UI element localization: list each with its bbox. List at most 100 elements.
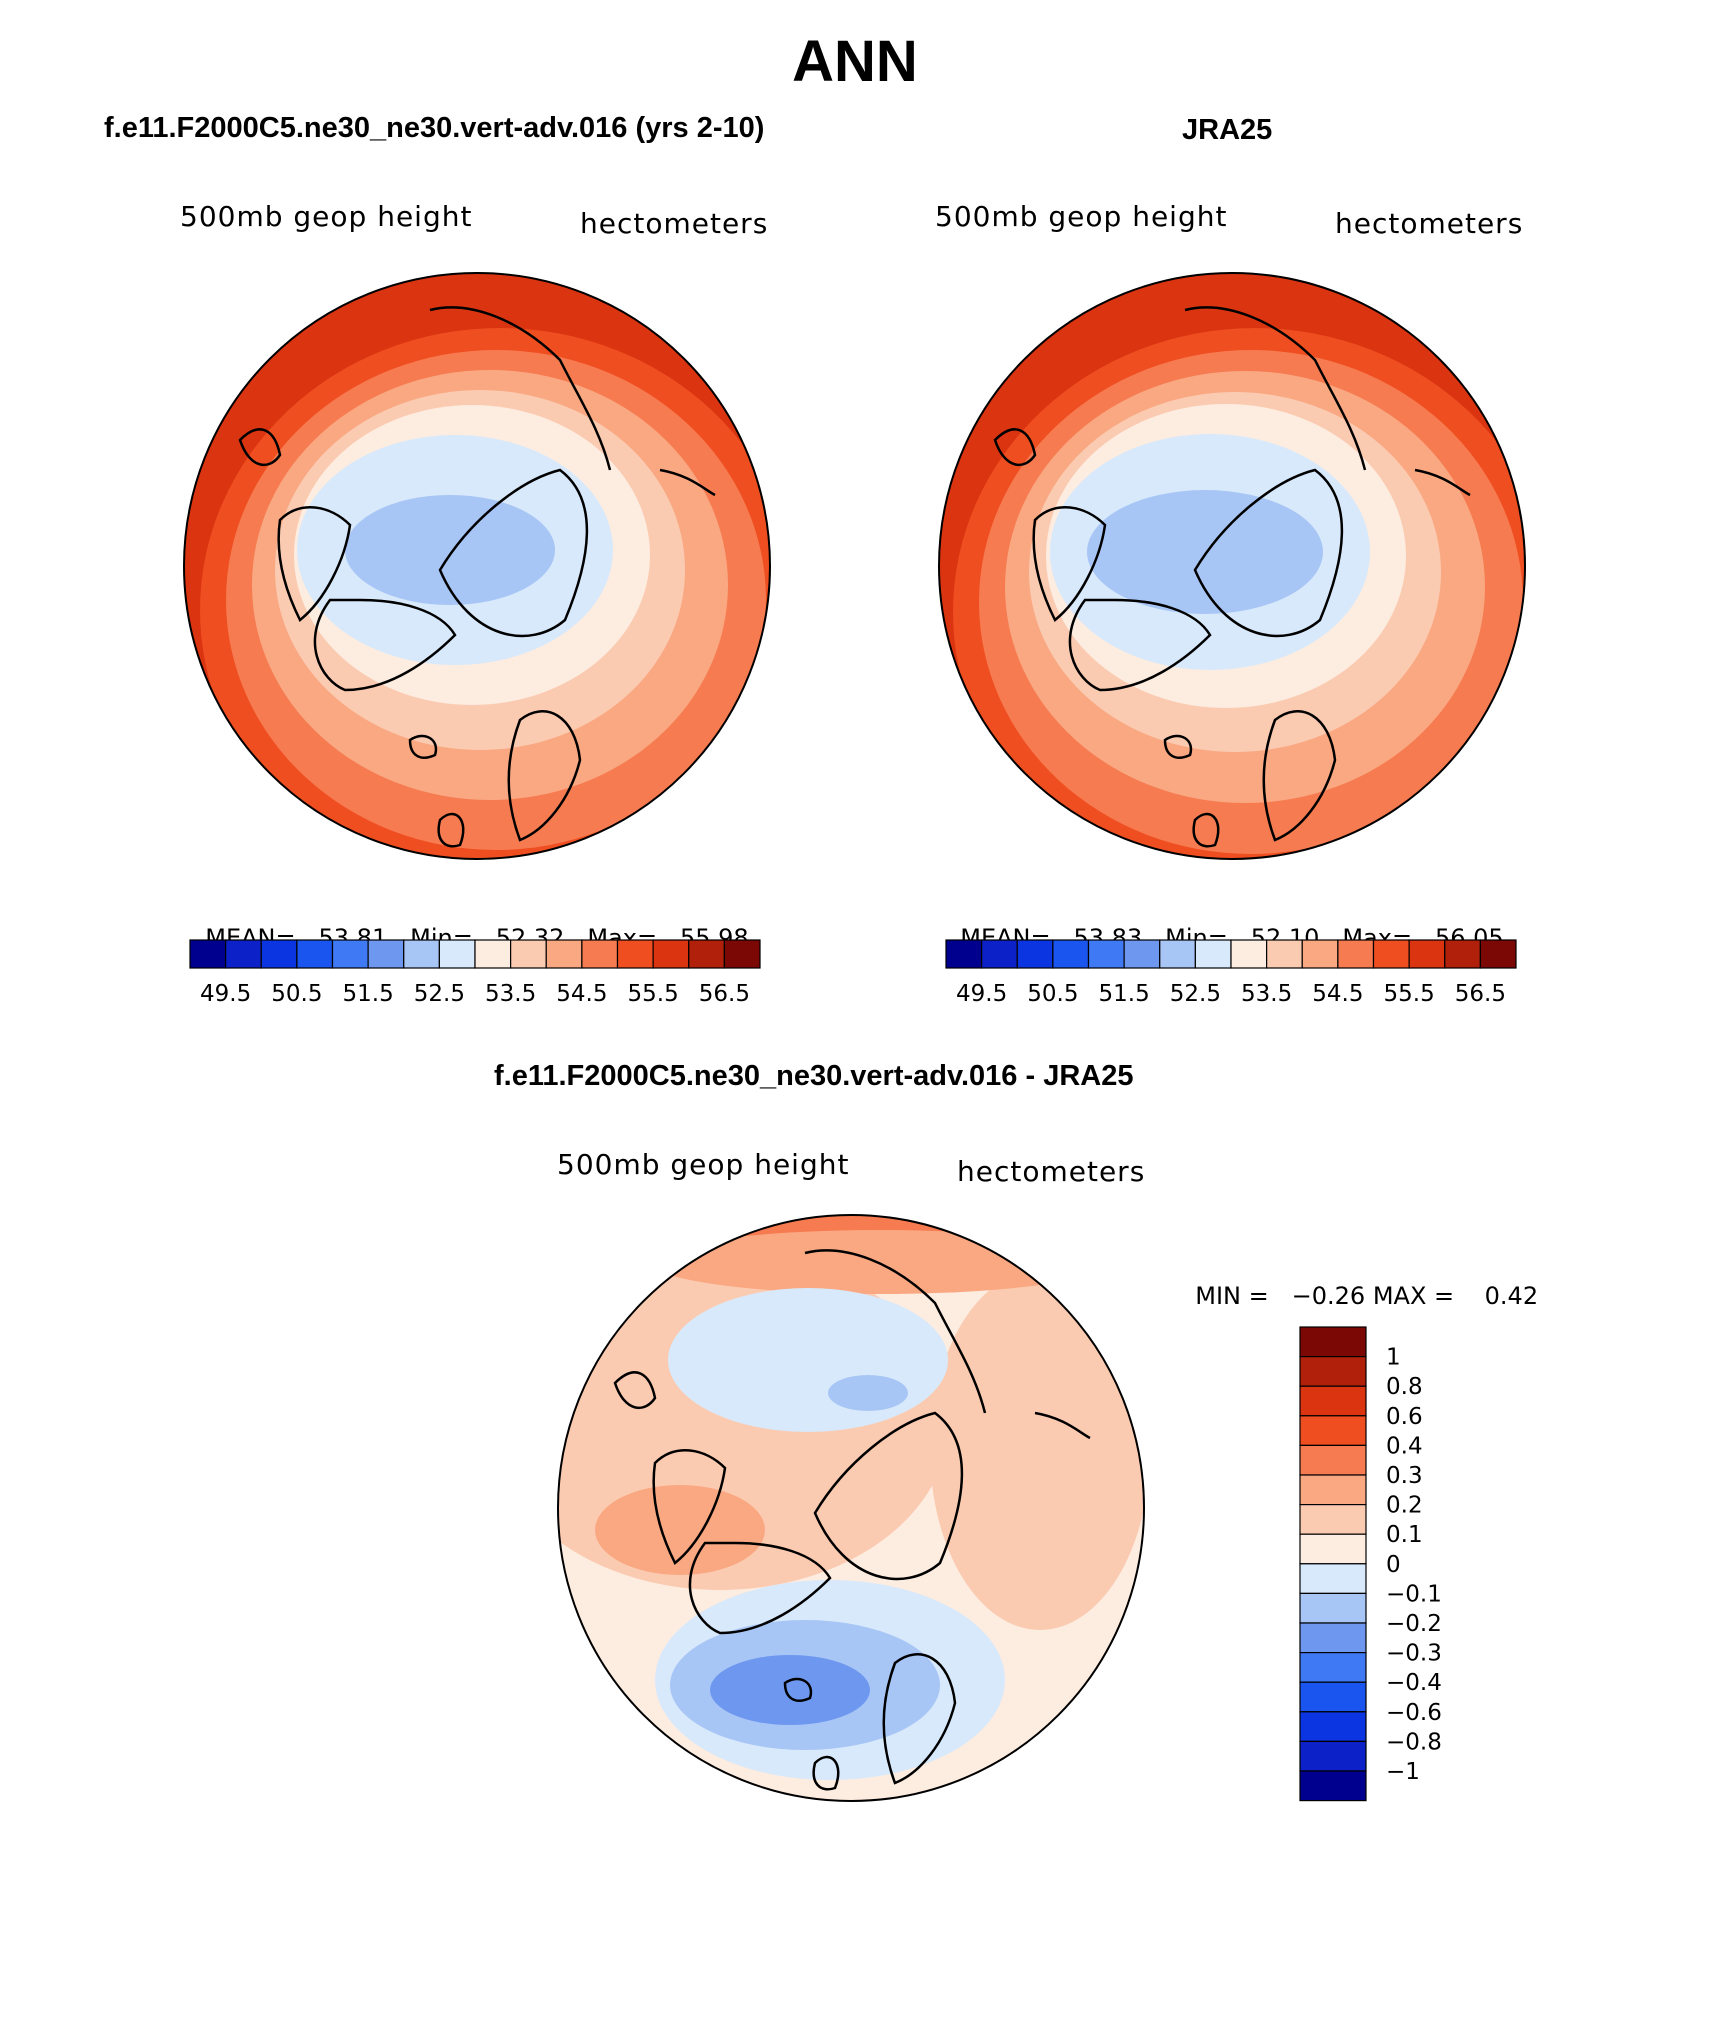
diff-colorbar-tick-label: 0.6: [1386, 1404, 1423, 1430]
diff-colorbar-tick-label: 0.4: [1386, 1433, 1423, 1459]
model-colorbar: 49.5 50.5 51.5 52.5 53.5 54.5 55.5 56.5: [189, 939, 761, 1007]
model-colorbar-box: [296, 939, 334, 969]
diff-map-border: [557, 1214, 1145, 1802]
model-colorbar-box: [616, 939, 654, 969]
diff-max-label: MAX =: [1372, 1282, 1455, 1310]
obs-colorbar-box: [1337, 939, 1375, 969]
diff-colorbar-box: [1299, 1533, 1367, 1565]
diff-colorbar-tick-label: 0.1: [1386, 1522, 1423, 1548]
model-colorbar-box: [510, 939, 547, 969]
model-panel-heading: f.e11.F2000C5.ne30_ne30.vert-adv.016 (yr…: [104, 112, 765, 144]
obs-colorbar-box: [1230, 939, 1268, 969]
diff-colorbar-box: [1299, 1355, 1367, 1387]
diff-colorbar-tick-label: −0.8: [1386, 1729, 1442, 1755]
model-colorbar-box: [367, 939, 405, 969]
obs-map-border: [938, 272, 1526, 860]
obs-colorbar: 49.5 50.5 51.5 52.5 53.5 54.5 55.5 56.5: [945, 939, 1517, 1007]
model-colorbar-box: [189, 939, 227, 969]
model-colorbar-box: [438, 939, 476, 969]
diff-colorbar-box: [1299, 1711, 1367, 1743]
model-colorbar-box: [403, 939, 440, 969]
diff-colorbar-box: [1299, 1770, 1367, 1802]
diff-colorbar-box: [1299, 1444, 1367, 1476]
diff-colorbar-tick-label: 1: [1386, 1345, 1401, 1371]
model-colorbar-tick-label: 54.5: [556, 981, 607, 1007]
diff-colorbar-box: [1299, 1385, 1367, 1417]
diff-variable-label: 500mb geop height: [557, 1148, 850, 1181]
model-colorbar-tick-label: 49.5: [200, 981, 251, 1007]
model-colorbar-box: [331, 939, 369, 969]
model-variable-label: 500mb geop height: [180, 200, 473, 233]
model-colorbar-box: [474, 939, 512, 969]
obs-units-label: hectometers: [1335, 207, 1524, 240]
obs-colorbar-tick-label: 54.5: [1312, 981, 1363, 1007]
obs-colorbar-tick-label: 55.5: [1384, 981, 1435, 1007]
diff-colorbar: 1 0.8 0.6 0.4 0.3 0.2 0.1 0 −0.1 −0.2 −0.3 −0.4 −0.6…: [1299, 1326, 1442, 1802]
model-colorbar-tick-label: 56.5: [699, 981, 750, 1007]
diff-panel-heading: f.e11.F2000C5.ne30_ne30.vert-adv.016 - J…: [494, 1060, 1134, 1092]
obs-colorbar-tick-label: 50.5: [1027, 981, 1078, 1007]
model-colorbar-tick-label: 53.5: [485, 981, 536, 1007]
obs-colorbar-tick-label: 51.5: [1099, 981, 1150, 1007]
model-colorbar-box: [545, 939, 583, 969]
obs-colorbar-box: [1444, 939, 1481, 969]
obs-colorbar-box: [1016, 939, 1054, 969]
diff-colorbar-box: [1299, 1592, 1367, 1624]
obs-colorbar-tick-label: 56.5: [1455, 981, 1506, 1007]
model-colorbar-box: [260, 939, 298, 969]
diff-max-value: 0.42: [1484, 1282, 1539, 1310]
diff-colorbar-box: [1299, 1503, 1367, 1535]
model-colorbar-box: [581, 939, 619, 969]
obs-colorbar-box: [1159, 939, 1196, 969]
diff-polar-map: [558, 1215, 1144, 1801]
model-colorbar-tick-label: 55.5: [628, 981, 679, 1007]
diff-colorbar-tick-label: −0.2: [1386, 1611, 1442, 1637]
obs-polar-map: [939, 273, 1525, 859]
diff-colorbar-box: [1299, 1622, 1367, 1654]
model-colorbar-box: [652, 939, 690, 969]
obs-colorbar-box: [1087, 939, 1125, 969]
diff-colorbar-box: [1299, 1681, 1367, 1713]
obs-colorbar-box: [1408, 939, 1446, 969]
diff-colorbar-box: [1299, 1740, 1367, 1772]
page-title: ANN: [792, 29, 918, 94]
model-colorbar-tick-label: 50.5: [271, 981, 322, 1007]
model-polar-map: [184, 273, 770, 859]
diff-colorbar-box: [1299, 1415, 1367, 1447]
diff-min-label: MIN =: [1195, 1282, 1269, 1310]
obs-colorbar-box: [1266, 939, 1303, 969]
diff-stats: MIN = −0.26 MAX = 0.42: [1180, 1254, 1538, 1310]
obs-colorbar-tick-label: 53.5: [1241, 981, 1292, 1007]
model-units-label: hectometers: [580, 207, 769, 240]
model-colorbar-box: [723, 939, 761, 969]
obs-panel-heading: JRA25: [1182, 114, 1273, 146]
diff-min-value: −0.26: [1291, 1282, 1366, 1310]
diff-colorbar-tick-label: 0.3: [1386, 1463, 1423, 1489]
obs-colorbar-box: [981, 939, 1018, 969]
obs-colorbar-box: [1372, 939, 1410, 969]
obs-colorbar-box: [1301, 939, 1339, 969]
diff-colorbar-box: [1299, 1474, 1367, 1506]
diff-colorbar-tick-label: 0: [1386, 1552, 1401, 1578]
diff-colorbar-tick-label: −0.1: [1386, 1581, 1442, 1607]
diff-colorbar-box: [1299, 1563, 1367, 1595]
model-colorbar-tick-label: 51.5: [343, 981, 394, 1007]
model-colorbar-box: [225, 939, 262, 969]
obs-colorbar-box: [945, 939, 983, 969]
model-colorbar-box: [688, 939, 725, 969]
diff-units-label: hectometers: [957, 1155, 1146, 1188]
obs-colorbar-tick-label: 49.5: [956, 981, 1007, 1007]
obs-colorbar-box: [1052, 939, 1090, 969]
obs-colorbar-box: [1194, 939, 1232, 969]
diff-colorbar-tick-label: 0.8: [1386, 1374, 1423, 1400]
obs-colorbar-box: [1479, 939, 1517, 969]
model-colorbar-tick-label: 52.5: [414, 981, 465, 1007]
diff-colorbar-tick-label: 0.2: [1386, 1493, 1423, 1519]
diff-colorbar-tick-label: −0.3: [1386, 1641, 1442, 1667]
obs-colorbar-box: [1123, 939, 1161, 969]
diff-colorbar-tick-label: −1: [1386, 1759, 1420, 1785]
obs-variable-label: 500mb geop height: [935, 200, 1228, 233]
model-map-border: [183, 272, 771, 860]
diff-colorbar-tick-label: −0.6: [1386, 1700, 1442, 1726]
diff-colorbar-box: [1299, 1651, 1367, 1683]
